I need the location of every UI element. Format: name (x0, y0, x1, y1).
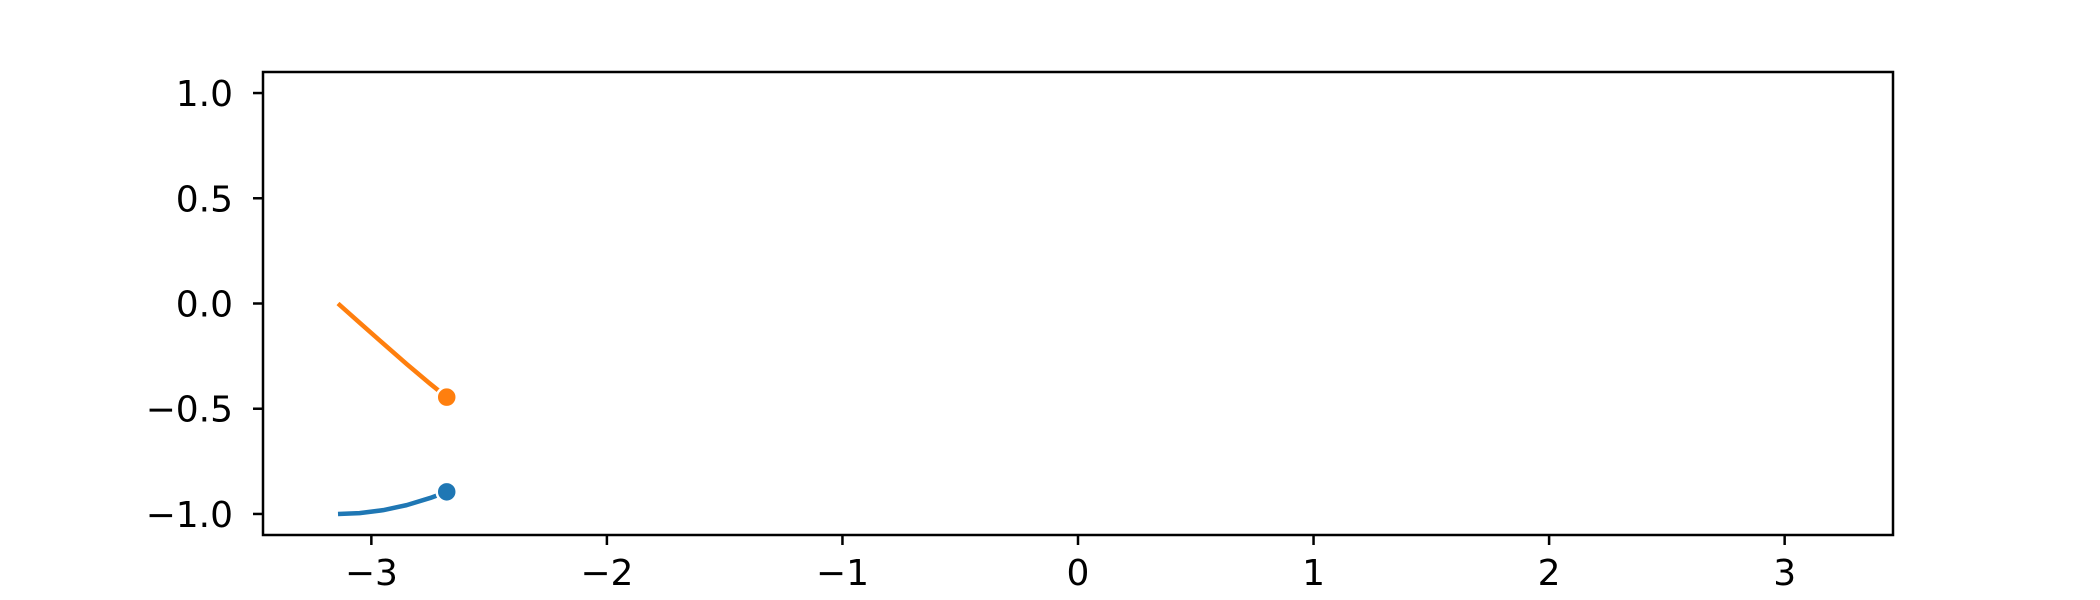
x-tick-label: 1 (1302, 553, 1325, 594)
y-tick-label: −0.5 (146, 390, 233, 431)
x-tick-label: 3 (1773, 553, 1796, 594)
x-tick-label: −3 (345, 553, 398, 594)
series-endpoint-marker-1 (435, 480, 458, 504)
series-line-1 (337, 489, 448, 517)
y-tick-label: 1.0 (176, 74, 233, 115)
y-axis: 1.0 0.5 0.0 −0.5 −1.0 (146, 74, 263, 536)
series-layer (336, 301, 458, 517)
series-endpoint-marker-2 (435, 385, 458, 409)
y-tick-label: 0.0 (176, 285, 233, 326)
y-tick-label: 0.5 (176, 179, 233, 220)
series-line-2 (336, 301, 449, 399)
x-tick-label: −1 (816, 553, 869, 594)
y-tick-label: −1.0 (146, 495, 233, 536)
x-tick-label: 0 (1067, 553, 1090, 594)
x-axis: −3 −2 −1 0 1 2 3 (345, 535, 1796, 594)
x-tick-label: 2 (1538, 553, 1561, 594)
x-tick-label: −2 (580, 553, 633, 594)
